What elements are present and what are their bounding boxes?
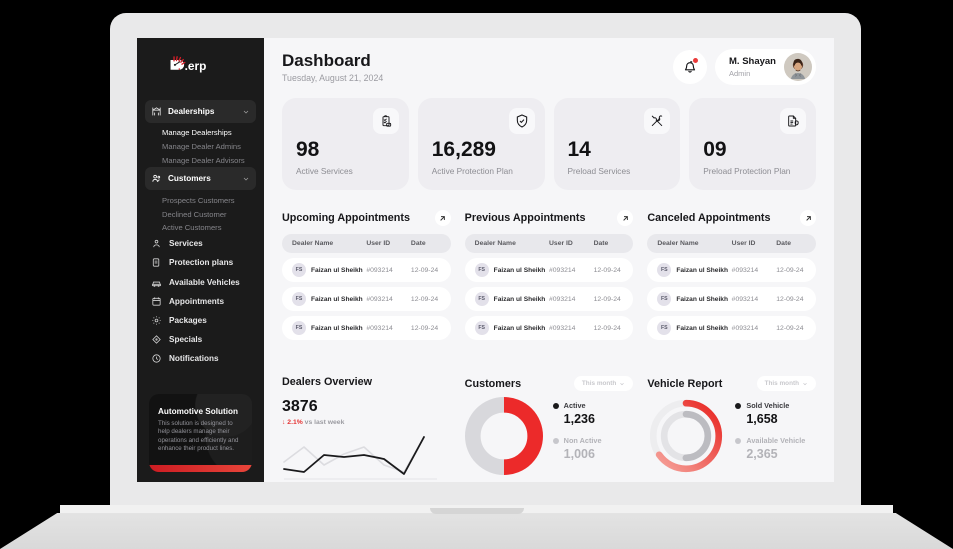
svg-text:.erp: .erp [185, 59, 207, 73]
